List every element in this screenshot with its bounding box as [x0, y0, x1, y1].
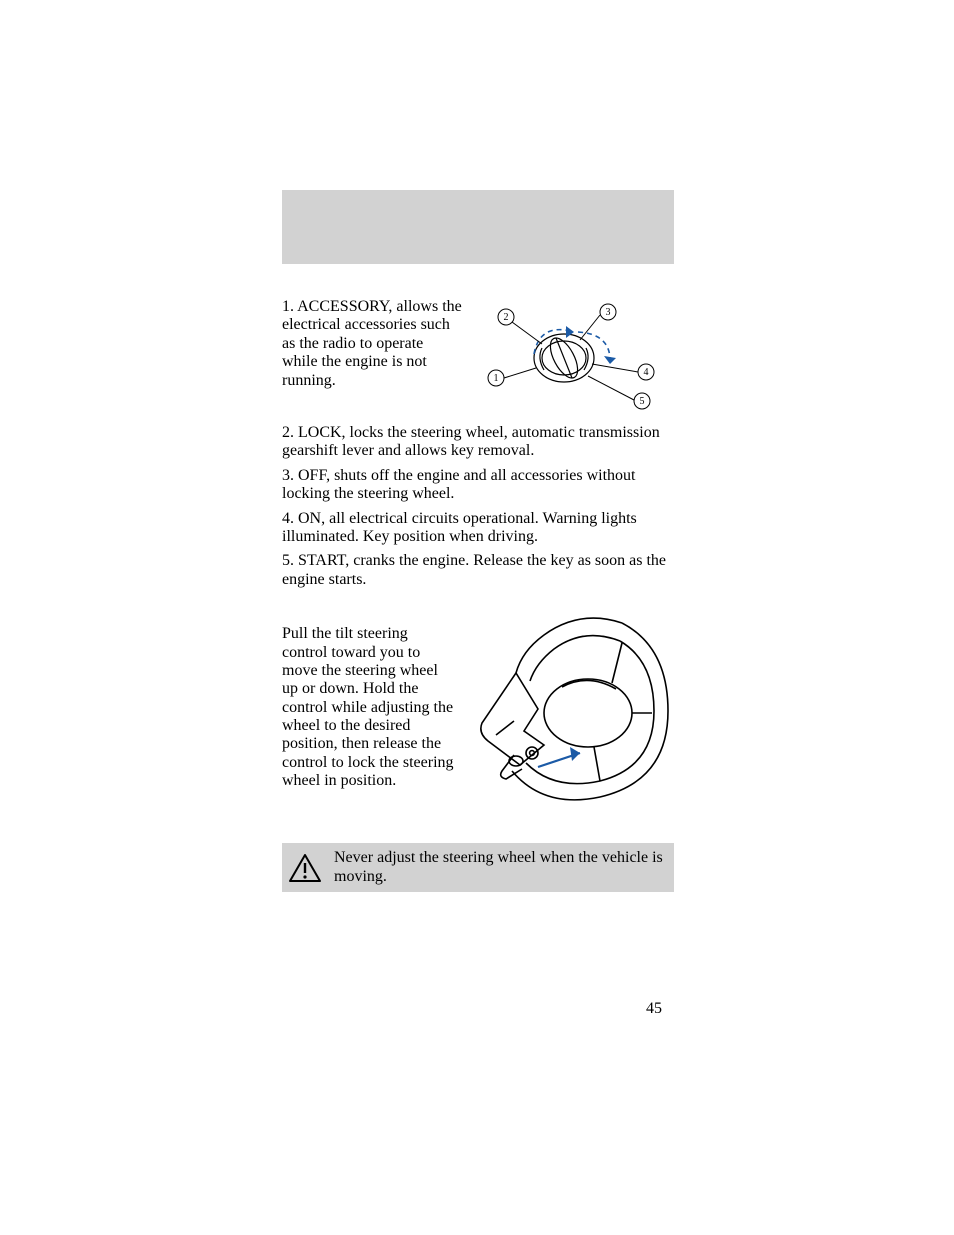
ignition-label-5-text: 5	[640, 396, 645, 407]
ignition-switch-drawing	[534, 334, 594, 382]
ignition-section: 1. ACCESSORY, allows the electrical acce…	[282, 298, 674, 418]
ignition-item-1: 1. ACCESSORY, allows the electrical acce…	[282, 298, 462, 390]
page-content: 1. ACCESSORY, allows the electrical acce…	[282, 298, 674, 892]
manual-page: 1. ACCESSORY, allows the electrical acce…	[0, 0, 954, 1235]
tilt-direction-arrow	[538, 747, 580, 767]
chapter-header-band	[282, 190, 674, 264]
ignition-label-2: 2	[498, 309, 514, 325]
ignition-number-circles: 1 2 3 4 5	[488, 304, 654, 409]
steering-wheel-figure	[472, 613, 672, 803]
ignition-item-2: 2. LOCK, locks the steering wheel, autom…	[282, 424, 674, 461]
ignition-label-5: 5	[634, 393, 650, 409]
ignition-label-4-text: 4	[644, 367, 649, 378]
ignition-figure: 1 2 3 4 5	[472, 298, 672, 418]
ignition-label-3: 3	[600, 304, 616, 320]
ignition-item-5: 5. START, cranks the engine. Release the…	[282, 552, 674, 589]
ignition-label-4: 4	[638, 364, 654, 380]
warning-callout: Never adjust the steering wheel when the…	[282, 843, 674, 892]
warning-icon	[288, 853, 322, 883]
ignition-item-3: 3. OFF, shuts off the engine and all acc…	[282, 467, 674, 504]
ignition-label-1: 1	[488, 370, 504, 386]
tilt-steering-text: Pull the tilt steering control toward yo…	[282, 625, 454, 791]
ignition-leaders	[504, 315, 638, 400]
tilt-steering-section: Pull the tilt steering control toward yo…	[282, 625, 674, 815]
ignition-label-1-text: 1	[494, 373, 499, 384]
ignition-item-4: 4. ON, all electrical circuits operation…	[282, 510, 674, 547]
ignition-label-2-text: 2	[504, 312, 509, 323]
ignition-arrowheads	[566, 326, 616, 364]
steering-wheel-drawing	[481, 618, 668, 800]
warning-text: Never adjust the steering wheel when the…	[334, 849, 664, 886]
ignition-label-3-text: 3	[606, 307, 611, 318]
page-number: 45	[646, 1000, 662, 1018]
